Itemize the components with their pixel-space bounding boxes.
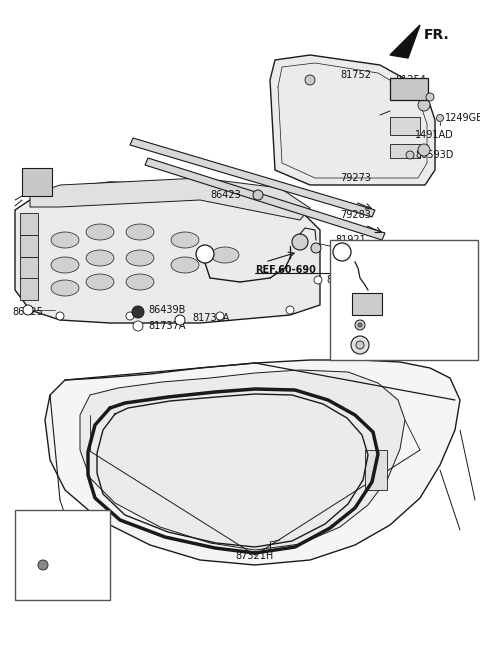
- Text: 86593D: 86593D: [415, 150, 454, 160]
- Circle shape: [38, 560, 48, 570]
- Text: 79283: 79283: [340, 210, 371, 220]
- Circle shape: [436, 114, 444, 121]
- Text: 81254: 81254: [395, 75, 426, 85]
- Bar: [330, 240, 478, 360]
- Circle shape: [216, 312, 224, 320]
- Polygon shape: [15, 182, 320, 323]
- Ellipse shape: [171, 257, 199, 273]
- Polygon shape: [390, 25, 420, 58]
- Polygon shape: [145, 158, 385, 240]
- Polygon shape: [130, 138, 375, 217]
- Text: 81230: 81230: [375, 270, 406, 280]
- Polygon shape: [30, 178, 310, 220]
- Text: 1249GE: 1249GE: [445, 113, 480, 123]
- Circle shape: [418, 144, 430, 156]
- Ellipse shape: [51, 232, 79, 248]
- Circle shape: [126, 312, 134, 320]
- Bar: [22, 168, 52, 196]
- Text: 1125DA: 1125DA: [375, 319, 414, 329]
- Circle shape: [175, 315, 185, 325]
- Text: 1491AD: 1491AD: [415, 130, 454, 140]
- Text: 87321H: 87321H: [236, 551, 274, 561]
- Polygon shape: [80, 370, 405, 550]
- Text: 81737A: 81737A: [148, 321, 185, 331]
- Circle shape: [133, 321, 143, 331]
- Ellipse shape: [126, 250, 154, 266]
- Ellipse shape: [126, 274, 154, 290]
- Circle shape: [253, 190, 263, 200]
- Text: 81911A: 81911A: [335, 247, 372, 257]
- Bar: [20, 278, 38, 300]
- Ellipse shape: [51, 280, 79, 296]
- Text: 86423: 86423: [210, 190, 241, 200]
- Polygon shape: [45, 360, 460, 565]
- Ellipse shape: [86, 274, 114, 290]
- Circle shape: [311, 243, 321, 253]
- Bar: [15, 510, 110, 600]
- Circle shape: [418, 99, 430, 111]
- Text: 86593D: 86593D: [326, 275, 364, 285]
- Ellipse shape: [126, 224, 154, 240]
- Bar: [352, 293, 382, 315]
- Circle shape: [292, 234, 308, 250]
- Text: 81210B: 81210B: [375, 339, 412, 349]
- Circle shape: [356, 341, 364, 349]
- Text: FR.: FR.: [424, 28, 450, 42]
- Text: a: a: [339, 247, 345, 256]
- Text: 81921: 81921: [335, 235, 366, 245]
- Circle shape: [132, 306, 144, 318]
- Polygon shape: [270, 55, 435, 185]
- Circle shape: [286, 306, 294, 314]
- Text: 79273: 79273: [340, 173, 371, 183]
- Circle shape: [333, 243, 351, 261]
- Circle shape: [426, 93, 434, 101]
- Ellipse shape: [171, 232, 199, 248]
- Circle shape: [358, 323, 362, 327]
- Bar: [390, 78, 428, 100]
- Bar: [390, 117, 420, 135]
- Ellipse shape: [211, 247, 239, 263]
- Ellipse shape: [86, 250, 114, 266]
- Text: 86439B: 86439B: [148, 305, 185, 315]
- Bar: [365, 450, 387, 490]
- Text: a: a: [202, 249, 208, 258]
- Text: 81752: 81752: [340, 70, 371, 80]
- Bar: [20, 257, 38, 279]
- Bar: [20, 235, 38, 257]
- Circle shape: [406, 151, 414, 159]
- Text: 86925: 86925: [12, 307, 43, 317]
- Circle shape: [351, 336, 369, 354]
- Circle shape: [355, 320, 365, 330]
- Ellipse shape: [51, 257, 79, 273]
- Text: 1125DA: 1125DA: [375, 291, 414, 301]
- Circle shape: [305, 75, 315, 85]
- Bar: [390, 144, 420, 158]
- Text: 81738A: 81738A: [192, 313, 229, 323]
- Text: 1244BA: 1244BA: [25, 518, 63, 528]
- Bar: [20, 213, 38, 235]
- Circle shape: [314, 276, 322, 284]
- Circle shape: [196, 245, 214, 263]
- Ellipse shape: [86, 224, 114, 240]
- Circle shape: [56, 312, 64, 320]
- Circle shape: [23, 305, 33, 315]
- Text: REF.60-690: REF.60-690: [255, 265, 316, 275]
